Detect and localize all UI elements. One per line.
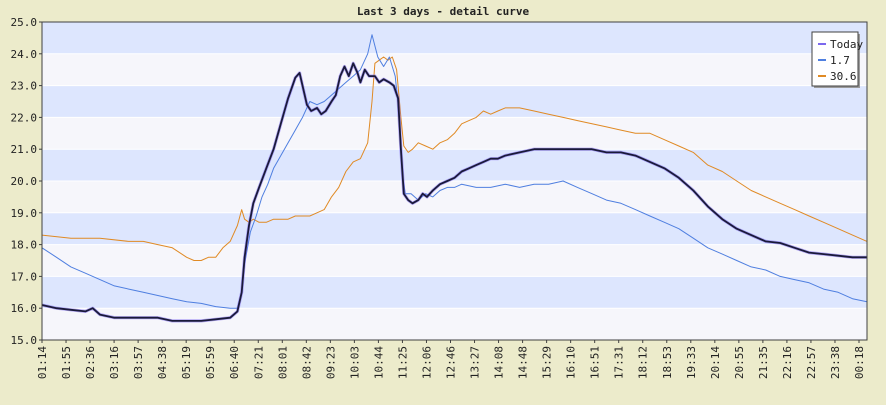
- band: [42, 308, 867, 340]
- x-tick-label: 06:40: [228, 346, 241, 379]
- x-tick-label: 03:16: [108, 346, 121, 379]
- x-tick-label: 19:33: [685, 346, 698, 379]
- x-tick-label: 01:14: [36, 346, 49, 379]
- x-tick-label: 01:55: [60, 346, 73, 379]
- x-tick-label: 04:38: [156, 346, 169, 379]
- x-tick-label: 18:53: [661, 346, 674, 379]
- y-tick-label: 18.0: [11, 239, 38, 252]
- band: [42, 181, 867, 213]
- y-tick-label: 15.0: [11, 334, 38, 347]
- x-tick-label: 20:55: [733, 346, 746, 379]
- x-tick-label: 11:25: [396, 346, 409, 379]
- background-bands: [42, 22, 867, 340]
- x-tick-label: 08:01: [276, 346, 289, 379]
- x-tick-label: 09:23: [324, 346, 337, 379]
- x-tick-label: 14:08: [493, 346, 506, 379]
- x-tick-label: 10:44: [372, 346, 385, 379]
- x-tick-label: 14:48: [517, 346, 530, 379]
- legend: Today 1.7 30.6: [811, 31, 863, 88]
- band: [42, 276, 867, 309]
- x-tick-label: 15:29: [541, 346, 554, 379]
- y-tick-label: 17.0: [11, 270, 38, 283]
- series-lines: [41, 34, 868, 323]
- y-tick-label: 20.0: [11, 175, 38, 188]
- x-tick-label: 02:36: [84, 346, 97, 379]
- series-line-1-7: [41, 34, 868, 309]
- x-tick-label: 21:35: [757, 346, 770, 379]
- legend-label: Today: [830, 38, 863, 51]
- x-tick-label: 16:10: [565, 346, 578, 379]
- series-line-30-6: [41, 56, 868, 261]
- x-tick-label: 12:46: [445, 346, 458, 379]
- legend-label: 30.6: [830, 70, 857, 83]
- x-tick-label: 16:51: [589, 346, 602, 379]
- y-tick-label: 16.0: [11, 302, 38, 315]
- x-tick-label: 23:38: [829, 346, 842, 379]
- x-tick-label: 22:57: [805, 346, 818, 379]
- band: [42, 22, 867, 54]
- series-line-today: [41, 62, 867, 322]
- x-axis: 01:14 01:55 02:36 03:16 03:57 04:38 05:19 05:59…: [36, 340, 866, 379]
- x-tick-label: 07:21: [252, 346, 265, 379]
- y-axis: 15.0 16.0 17.0 18.0 19.0 20.0 21.0 22.0 23.0 24.0…: [11, 16, 42, 347]
- x-tick-label: 12:06: [420, 346, 433, 379]
- y-tick-label: 22.0: [11, 111, 38, 124]
- y-tick-label: 21.0: [11, 143, 38, 156]
- y-tick-label: 24.0: [11, 48, 38, 61]
- band: [42, 212, 867, 245]
- x-tick-label: 22:16: [781, 346, 794, 379]
- x-tick-label: 05:19: [180, 346, 193, 379]
- y-tick-label: 25.0: [11, 16, 38, 29]
- x-tick-label: 05:59: [204, 346, 217, 379]
- chart-title: Last 3 days - detail curve: [357, 5, 530, 18]
- x-tick-label: 03:57: [132, 346, 145, 379]
- x-tick-label: 13:27: [469, 346, 482, 379]
- x-tick-label: 18:12: [637, 346, 650, 379]
- x-tick-label: 17:31: [613, 346, 626, 379]
- band: [42, 85, 867, 118]
- x-tick-label: 00:18: [853, 346, 866, 379]
- x-tick-label: 08:42: [300, 346, 313, 379]
- band: [42, 53, 867, 86]
- x-tick-label: 20:14: [709, 346, 722, 379]
- x-tick-label: 10:03: [348, 346, 361, 379]
- band: [42, 244, 867, 277]
- y-tick-label: 23.0: [11, 80, 38, 93]
- legend-label: 1.7: [830, 54, 850, 67]
- y-tick-label: 19.0: [11, 207, 38, 220]
